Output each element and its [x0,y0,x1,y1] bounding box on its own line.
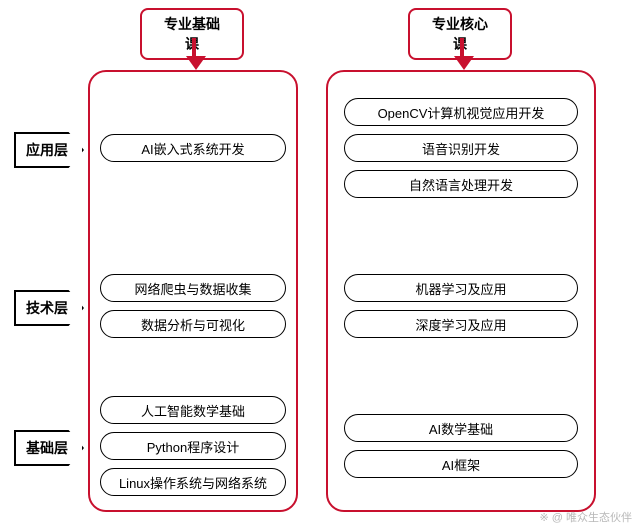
watermark: ※@ 唯众生态伙伴 [540,509,632,525]
course-pill: 机器学习及应用 [344,274,578,302]
tier-label: 应用层 [14,132,84,168]
course-pill: 语音识别开发 [344,134,578,162]
course-pill: Linux操作系统与网络系统 [100,468,286,496]
course-pill: 网络爬虫与数据收集 [100,274,286,302]
watermark-icon: ※ [540,511,549,524]
tier-label: 技术层 [14,290,84,326]
arrow-stem [192,38,196,56]
arrow-down-icon [454,56,474,70]
arrow-down-icon [186,56,206,70]
arrow-stem [460,38,464,56]
course-pill: Python程序设计 [100,432,286,460]
course-pill: 深度学习及应用 [344,310,578,338]
course-pill: 人工智能数学基础 [100,396,286,424]
course-pill: AI数学基础 [344,414,578,442]
tier-label: 基础层 [14,430,84,466]
course-pill: AI框架 [344,450,578,478]
course-pill: AI嵌入式系统开发 [100,134,286,162]
course-pill: 数据分析与可视化 [100,310,286,338]
course-pill: 自然语言处理开发 [344,170,578,198]
watermark-text: @ 唯众生态伙伴 [552,509,632,525]
curriculum-diagram: 专业基础课AI嵌入式系统开发网络爬虫与数据收集数据分析与可视化人工智能数学基础P… [0,0,640,531]
course-pill: OpenCV计算机视觉应用开发 [344,98,578,126]
